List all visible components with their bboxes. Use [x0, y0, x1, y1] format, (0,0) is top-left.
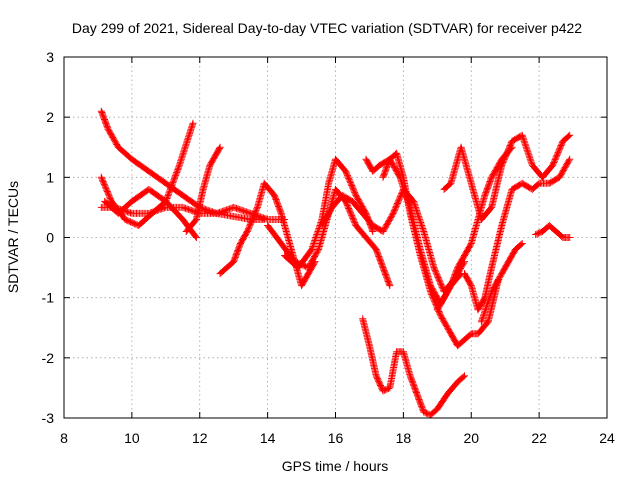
x-axis-label: GPS time / hours	[282, 458, 389, 474]
y-tick-label: 3	[46, 49, 54, 65]
series-track-16	[477, 240, 526, 326]
series-track-17	[532, 222, 574, 241]
x-tick-label: 24	[599, 430, 615, 446]
data-points	[97, 107, 574, 419]
x-tick-label: 18	[396, 430, 412, 446]
series-track-11	[359, 315, 468, 419]
y-axis-label: SDTVAR / TECUs	[5, 181, 21, 293]
y-tick-label: 1	[46, 169, 54, 185]
plus-markers	[182, 143, 224, 235]
grid	[64, 57, 607, 418]
plus-markers	[477, 240, 526, 326]
y-tick-label: 0	[46, 230, 54, 246]
plus-markers	[532, 222, 574, 241]
plus-markers	[359, 315, 468, 419]
plus-markers	[440, 131, 574, 223]
plus-markers	[461, 155, 574, 314]
series-track-5	[182, 143, 224, 235]
x-tick-label: 12	[192, 430, 208, 446]
y-tick-label: 2	[46, 109, 54, 125]
series-track-12	[379, 149, 502, 350]
x-tick-label: 16	[328, 430, 344, 446]
y-tick-label: -1	[42, 290, 55, 306]
x-tick-label: 20	[463, 430, 479, 446]
x-tick-label: 10	[124, 430, 140, 446]
y-tick-label: -3	[42, 410, 55, 426]
y-tick-label: -2	[42, 350, 55, 366]
chart-title: Day 299 of 2021, Sidereal Day-to-day VTE…	[72, 20, 582, 36]
x-tick-label: 14	[260, 430, 276, 446]
plus-markers	[379, 149, 502, 350]
series-track-14	[440, 131, 574, 223]
x-tick-label: 8	[60, 430, 68, 446]
x-tick-label: 22	[531, 430, 547, 446]
series-track-15	[461, 155, 574, 314]
